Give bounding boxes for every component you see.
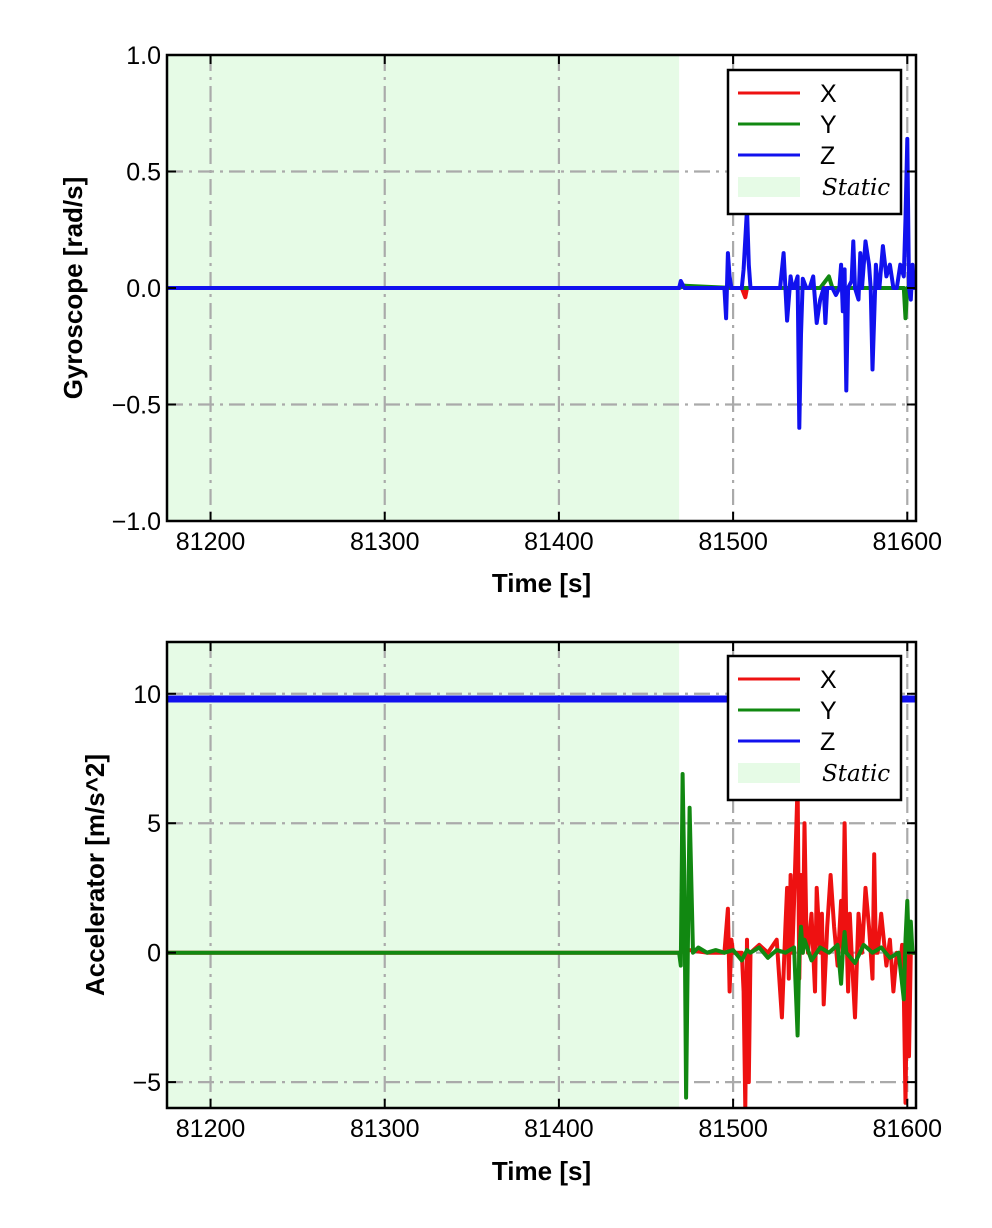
static-region	[167, 642, 680, 1108]
ticks: 81200 81300 81400 81500 81600 −1.0 −0.5 0.0 0.5 1…	[112, 42, 942, 556]
legend-label-x: X	[820, 80, 837, 108]
legend-label-static: Static	[822, 175, 890, 201]
x-tick-label: 81200	[176, 1115, 246, 1143]
plot-frame	[165, 640, 918, 1110]
gyroscope-panel: 81200 81300 81400 81500 81600 −1.0 −0.5 0.0 0.5 1…	[58, 42, 942, 598]
x-tick-label: 81300	[350, 1115, 420, 1143]
x-tick-label: 81400	[524, 1115, 594, 1143]
y-tick-label: 0.0	[126, 275, 161, 303]
legend-label-z: Z	[820, 142, 835, 170]
x-axis-title: Time [s]	[492, 568, 591, 598]
y-tick-label: 5	[147, 810, 161, 838]
x-tick-label: 81200	[176, 528, 246, 556]
legend-label-y: Y	[820, 111, 837, 139]
legend-label-x: X	[820, 666, 837, 694]
x-tick-label: 81400	[524, 528, 594, 556]
x-tick-label: 81600	[873, 1115, 943, 1143]
y-tick-label: 0	[147, 940, 161, 968]
y-tick-label: 1.0	[126, 42, 161, 70]
x-tick-label: 81500	[698, 1115, 768, 1143]
y-tick-label: 0.5	[126, 159, 161, 187]
legend-label-y: Y	[820, 697, 837, 725]
y-tick-label: −0.5	[112, 392, 161, 420]
y-tick-label: 10	[133, 681, 161, 709]
legend-label-z: Z	[820, 728, 835, 756]
y-tick-label: −5	[132, 1069, 161, 1097]
legend-swatch-static	[738, 177, 800, 197]
series-line-y	[167, 772, 916, 1100]
series-line-x	[167, 782, 916, 1108]
accelerometer-panel: 81200 81300 81400 81500 81600 −5 0 5 10 Time [s]…	[80, 640, 942, 1186]
y-axis-title: Gyroscope [rad/s]	[58, 177, 88, 400]
ticks: 81200 81300 81400 81500 81600 −5 0 5 10	[132, 642, 942, 1143]
legend-swatch-static	[738, 763, 800, 783]
x-tick-label: 81500	[698, 528, 768, 556]
y-tick-label: −1.0	[112, 508, 161, 536]
x-tick-label: 81300	[350, 528, 420, 556]
legend: X Y Z Static	[726, 68, 903, 216]
y-axis-title: Accelerator [m/s^2]	[80, 754, 110, 996]
legend-label-static: Static	[822, 761, 890, 787]
x-axis-title: Time [s]	[492, 1156, 591, 1186]
x-tick-label: 81600	[873, 528, 943, 556]
legend: X Y Z Static	[726, 654, 903, 802]
series-line-z	[167, 136, 916, 430]
